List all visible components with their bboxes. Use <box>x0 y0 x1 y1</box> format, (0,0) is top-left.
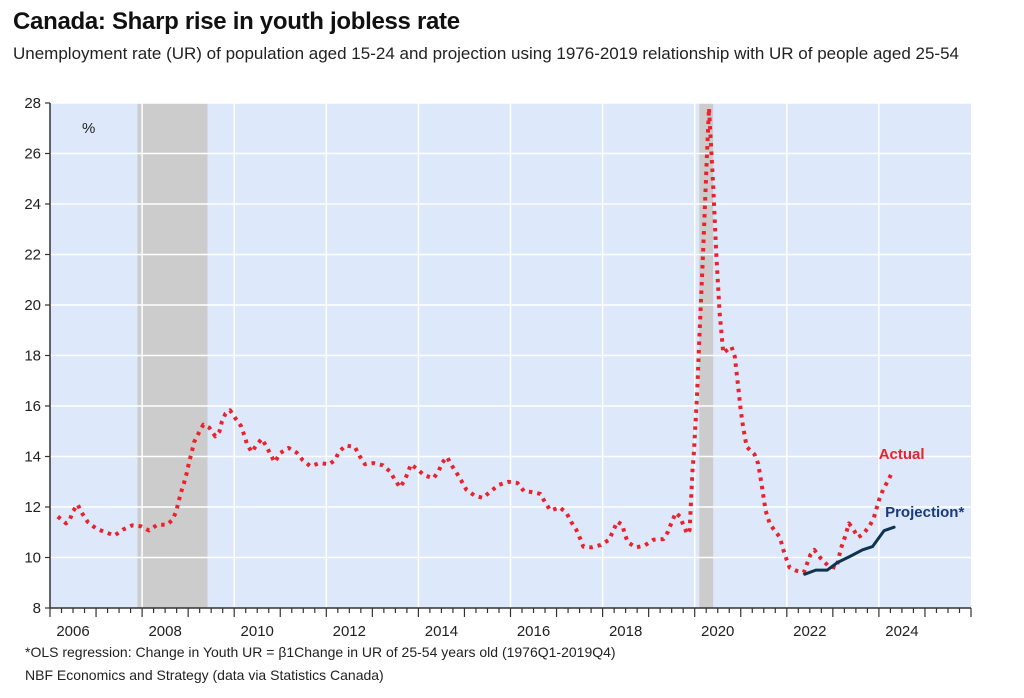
y-axis-labels: 8 10 12 14 16 18 20 22 24 26 28 <box>24 95 41 617</box>
x-tick-label: 2006 <box>56 623 89 640</box>
x-tick-label: 2016 <box>517 623 550 640</box>
y-tick-label: 28 <box>24 95 41 112</box>
x-tick-label: 2012 <box>333 623 366 640</box>
projection-series-line <box>803 525 896 576</box>
y-tick-label: 14 <box>24 449 41 466</box>
x-tick-label: 2010 <box>241 623 274 640</box>
chart-subtitle: Unemployment rate (UR) of population age… <box>13 44 959 63</box>
series-lines <box>56 106 896 576</box>
y-tick-label: 10 <box>24 550 41 567</box>
y-tick-label: 20 <box>24 297 41 314</box>
y-tick-label: 18 <box>24 348 41 365</box>
y-tick-label: 16 <box>24 398 41 415</box>
y-tick-label: 8 <box>33 600 41 617</box>
unit-label: % <box>82 120 95 137</box>
x-axis-labels: 2006 2008 2010 2012 2014 2016 2018 2020 2022 2024 <box>56 623 918 640</box>
legend-actual-label: Actual <box>879 446 925 463</box>
footnote-source: NBF Economics and Strategy (data via Sta… <box>25 667 384 683</box>
y-tick-label: 12 <box>24 499 41 516</box>
x-tick-label: 2014 <box>425 623 458 640</box>
actual-series-line <box>56 106 895 575</box>
footnote-regression: *OLS regression: Change in Youth UR = β1… <box>25 644 616 660</box>
x-tick-label: 2022 <box>793 623 826 640</box>
axes <box>45 102 972 617</box>
x-tick-label: 2020 <box>701 623 734 640</box>
x-tick-label: 2024 <box>885 623 918 640</box>
x-tick-label: 2018 <box>609 623 642 640</box>
y-tick-label: 26 <box>24 146 41 163</box>
legend-projection-label: Projection* <box>885 504 964 521</box>
y-tick-label: 22 <box>24 247 41 264</box>
gridlines <box>50 102 971 608</box>
y-tick-label: 24 <box>24 196 41 213</box>
x-tick-label: 2008 <box>148 623 181 640</box>
chart-title: Canada: Sharp rise in youth jobless rate <box>13 8 460 35</box>
